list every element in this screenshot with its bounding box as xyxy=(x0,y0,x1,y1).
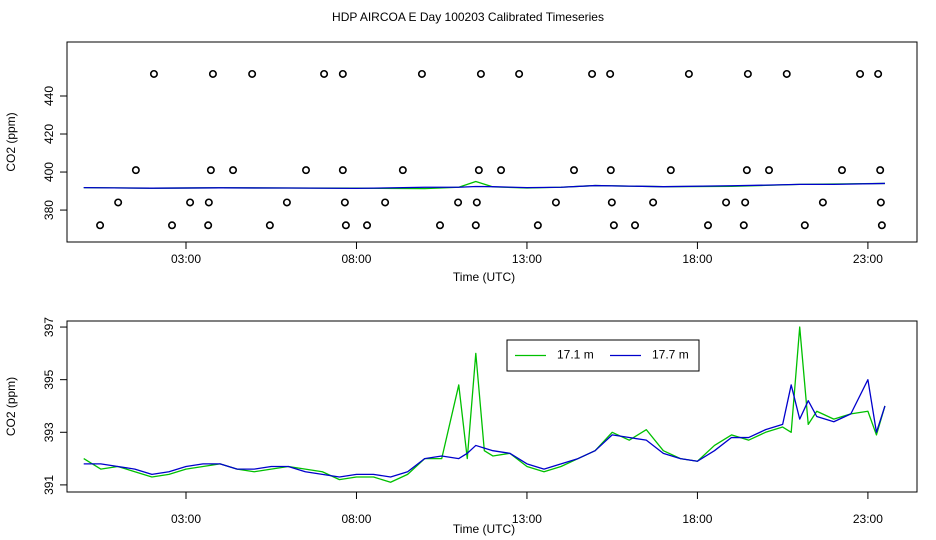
point xyxy=(149,69,158,78)
plot-frame xyxy=(66,320,918,493)
point xyxy=(186,198,195,207)
point xyxy=(471,221,480,230)
y-tick-label: 400 xyxy=(42,162,56,182)
point xyxy=(472,198,481,207)
point xyxy=(782,69,791,78)
y-tick-label: 440 xyxy=(42,86,56,106)
x-tick-label: 03:00 xyxy=(171,252,201,266)
plot-frame xyxy=(66,41,918,243)
point xyxy=(282,198,291,207)
plot-area xyxy=(83,69,886,230)
y-tick-label: 380 xyxy=(42,200,56,220)
point xyxy=(398,166,407,175)
point xyxy=(515,69,524,78)
point xyxy=(114,198,123,207)
point xyxy=(320,69,329,78)
legend-label: 17.7 m xyxy=(652,348,689,362)
x-tick-label: 23:00 xyxy=(853,512,883,526)
chart-title: HDP AIRCOA E Day 100203 Calibrated Times… xyxy=(332,10,604,24)
x-tick-label: 08:00 xyxy=(341,512,371,526)
legend: 17.1 m 17.7 m xyxy=(506,339,700,372)
point xyxy=(818,198,827,207)
point xyxy=(765,166,774,175)
x-tick-label: 13:00 xyxy=(512,512,542,526)
x-tick-label: 23:00 xyxy=(853,252,883,266)
x-tick-label: 13:00 xyxy=(512,252,542,266)
point xyxy=(168,221,177,230)
point xyxy=(631,221,640,230)
point xyxy=(96,221,105,230)
point xyxy=(649,198,658,207)
y-tick-label: 393 xyxy=(42,422,56,442)
point xyxy=(265,221,274,230)
point xyxy=(609,221,618,230)
point xyxy=(569,166,578,175)
x-tick-label: 08:00 xyxy=(341,252,371,266)
series-line xyxy=(83,326,886,483)
point xyxy=(248,69,257,78)
point xyxy=(684,69,693,78)
legend-label: 17.1 m xyxy=(557,348,594,362)
point xyxy=(533,221,542,230)
point xyxy=(229,166,238,175)
plot-area xyxy=(83,326,886,483)
point xyxy=(703,221,712,230)
point xyxy=(338,69,347,78)
point xyxy=(874,69,883,78)
point xyxy=(208,69,217,78)
point xyxy=(837,166,846,175)
point xyxy=(417,69,426,78)
point xyxy=(204,198,213,207)
point xyxy=(454,198,463,207)
x-axis-label: Time (UTC) xyxy=(453,522,515,536)
series-line xyxy=(83,182,885,190)
point xyxy=(551,198,560,207)
point xyxy=(606,166,615,175)
y-tick-label: 391 xyxy=(42,475,56,495)
point xyxy=(742,166,751,175)
point xyxy=(340,198,349,207)
point xyxy=(341,221,350,230)
y-axis-label: CO2 (ppm) xyxy=(4,112,18,171)
point xyxy=(302,166,311,175)
point xyxy=(474,166,483,175)
point xyxy=(876,166,885,175)
point xyxy=(436,221,445,230)
point xyxy=(206,166,215,175)
point xyxy=(607,198,616,207)
point xyxy=(204,221,213,230)
point xyxy=(131,166,140,175)
point xyxy=(588,69,597,78)
point xyxy=(666,166,675,175)
x-axis-label: Time (UTC) xyxy=(453,270,515,284)
point xyxy=(877,221,886,230)
point xyxy=(381,198,390,207)
point xyxy=(606,69,615,78)
y-tick-label: 397 xyxy=(42,317,56,337)
point xyxy=(476,69,485,78)
point xyxy=(876,198,885,207)
point xyxy=(497,166,506,175)
y-axis-label: CO2 (ppm) xyxy=(4,377,18,436)
point xyxy=(338,166,347,175)
y-tick-label: 395 xyxy=(42,369,56,389)
x-tick-label: 03:00 xyxy=(171,512,201,526)
point xyxy=(722,198,731,207)
point xyxy=(856,69,865,78)
y-tick-label: 420 xyxy=(42,124,56,144)
point xyxy=(800,221,809,230)
point xyxy=(741,198,750,207)
point xyxy=(363,221,372,230)
x-tick-label: 18:00 xyxy=(682,252,712,266)
series-line xyxy=(83,379,886,478)
x-tick-label: 18:00 xyxy=(682,512,712,526)
point xyxy=(743,69,752,78)
point xyxy=(739,221,748,230)
